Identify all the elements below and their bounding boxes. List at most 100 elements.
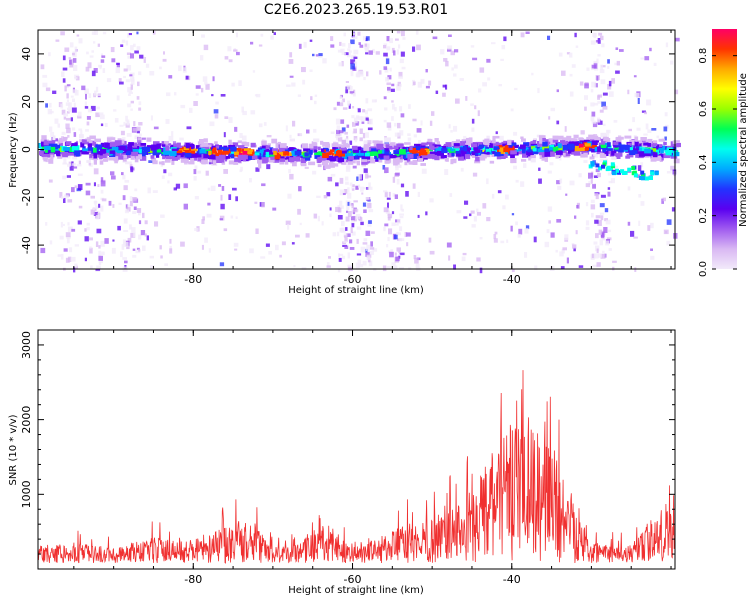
- spectrogram-cell: [651, 148, 657, 152]
- spectrogram-cell: [378, 158, 383, 163]
- spectrogram-cell: [650, 171, 655, 176]
- spectrogram-cell: [605, 219, 611, 225]
- spectrogram-cell: [352, 106, 355, 109]
- spectrogram-cell: [583, 152, 588, 158]
- colorbar-tick-label: 0.6: [698, 101, 709, 117]
- spectrogram-cell: [106, 78, 112, 83]
- spectrogram-cell: [633, 75, 637, 78]
- spectrogram-cell: [355, 73, 361, 77]
- spectrogram-cell: [241, 106, 244, 113]
- spectrogram-cell: [598, 142, 605, 146]
- spectrogram-cell: [301, 67, 306, 73]
- spectrogram-cell: [44, 146, 51, 150]
- spectrogram-x-label: Height of straight line (km): [288, 285, 424, 296]
- spectrogram-cell: [365, 36, 370, 41]
- spectrogram-cell: [456, 210, 462, 214]
- spectrogram-cell: [187, 146, 191, 152]
- spectrogram-cell: [332, 147, 336, 150]
- spectrogram-cell: [230, 215, 234, 219]
- spectrogram-cell: [590, 40, 596, 45]
- spectrogram-cell: [532, 147, 537, 152]
- spectrogram-cell: [566, 52, 571, 55]
- spectrogram-cell: [593, 241, 598, 245]
- spectrogram-cell: [350, 227, 353, 234]
- spectrogram-cell: [273, 150, 277, 156]
- spectrogram-cell: [101, 251, 105, 256]
- spectrogram-cell: [146, 137, 152, 142]
- spectrogram-cell: [345, 89, 349, 94]
- spectrogram-cell: [384, 223, 389, 227]
- spectrogram-cell: [119, 81, 124, 85]
- spectrogram-cell: [448, 124, 451, 129]
- spectrogram-cell: [326, 151, 333, 155]
- spectrogram-cell: [595, 168, 600, 173]
- spectrogram-cell: [474, 159, 481, 164]
- spectrogram-cell: [445, 84, 448, 90]
- spectrogram-cell: [510, 150, 517, 155]
- spectrogram-cell: [199, 149, 206, 154]
- spectrogram-cell: [217, 149, 223, 153]
- spectrogram-cell: [256, 93, 261, 98]
- spectrogram-cell: [180, 155, 186, 159]
- spectrogram-cell: [602, 92, 608, 96]
- spectrogram-cell: [388, 228, 393, 235]
- spectrogram-cell: [626, 153, 631, 157]
- spectrogram-cell: [384, 137, 391, 143]
- spectrogram-cell: [100, 177, 104, 182]
- spectrogram-cell: [93, 153, 97, 159]
- spectrogram-cell: [52, 90, 57, 94]
- spectrogram-cell: [339, 95, 342, 99]
- spectrogram-cell: [74, 244, 79, 247]
- spectrogram-cell: [96, 106, 100, 110]
- spectrogram-cell: [303, 148, 309, 152]
- spectrogram-cell: [383, 45, 387, 49]
- spectrogram-cell: [479, 67, 485, 73]
- spectrogram-cell: [142, 245, 146, 251]
- spectrogram-cell: [463, 216, 468, 219]
- spectrogram-cell: [531, 72, 534, 76]
- spectrogram-cell: [132, 148, 139, 152]
- spectrogram-cell: [186, 126, 192, 130]
- spectrogram-cell: [372, 151, 378, 156]
- spectrogram-cell: [630, 140, 635, 146]
- spectrogram-cell: [455, 98, 460, 104]
- spectrogram-cell: [420, 120, 423, 126]
- spectrogram-cell: [66, 238, 70, 244]
- spectrogram-cell: [368, 50, 373, 55]
- spectrogram-cell: [475, 141, 482, 146]
- spectrogram-cell: [567, 143, 575, 150]
- spectrogram-cell: [391, 222, 396, 226]
- spectrogram-cell: [214, 141, 218, 145]
- spectrogram-cell: [273, 159, 280, 163]
- spectrogram-cell: [268, 251, 272, 255]
- spectrogram-cell: [641, 176, 645, 181]
- spectrogram-cell: [132, 128, 138, 132]
- spectrogram-cell: [674, 37, 680, 42]
- spectrogram-cell: [538, 178, 542, 184]
- spectrogram-cell: [352, 36, 358, 39]
- spectrogram-cell: [233, 48, 237, 51]
- spectrogram-cell: [162, 58, 167, 62]
- spectrogram-cell: [391, 100, 394, 103]
- spectrogram-cell: [399, 58, 404, 64]
- spectrogram-cell: [384, 141, 389, 145]
- spectrogram-cell: [261, 146, 266, 149]
- spectrogram-cell: [183, 183, 188, 189]
- spectrogram-cell: [367, 108, 373, 112]
- spectrogram-cell: [49, 126, 53, 132]
- spectrogram-cell: [218, 154, 226, 160]
- spectrogram-cell: [386, 36, 390, 42]
- spectrogram-cell: [397, 218, 401, 224]
- spectrogram-cell: [538, 167, 541, 171]
- spectrogram-cell: [510, 158, 517, 164]
- spectrogram-cell: [602, 250, 605, 257]
- spectrogram-cell: [664, 112, 668, 117]
- spectrogram-cell: [341, 61, 344, 67]
- spectrogram-cell: [121, 172, 124, 176]
- spectrogram-cell: [129, 72, 135, 76]
- spectrogram-cell: [521, 159, 527, 162]
- spectrogram-cell: [610, 178, 615, 184]
- spectrogram-cell: [220, 94, 226, 97]
- spectrogram-cell: [372, 48, 375, 53]
